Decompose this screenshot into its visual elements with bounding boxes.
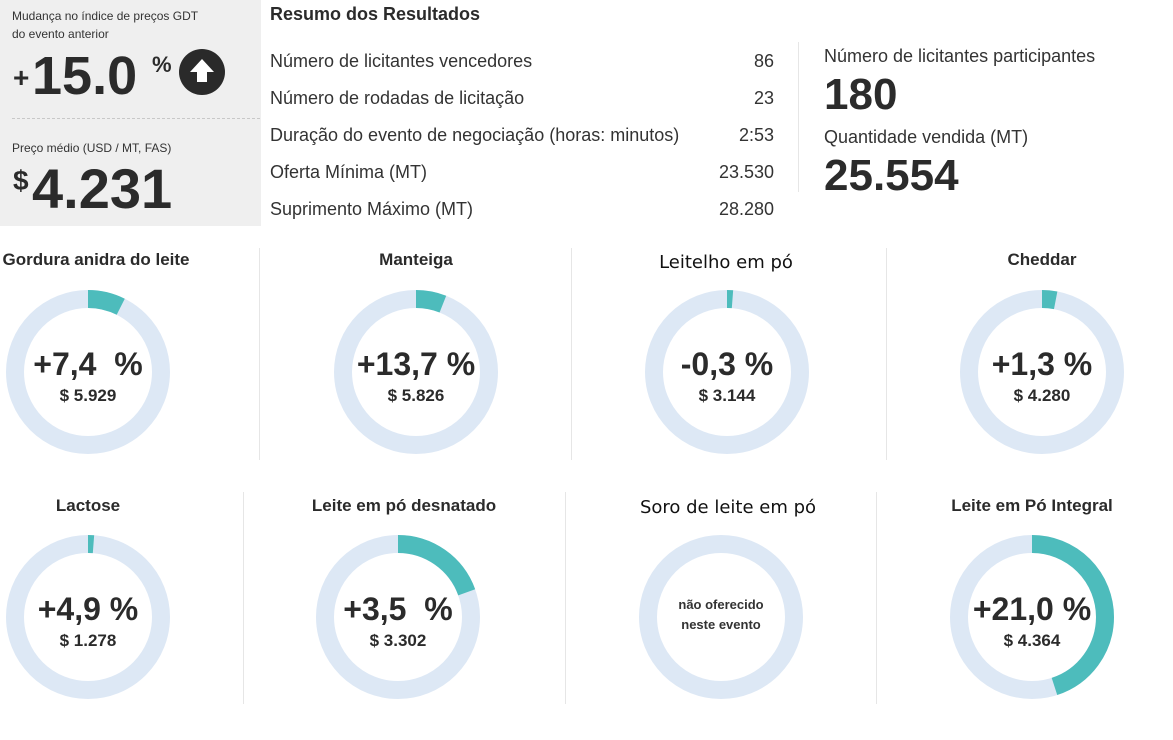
product-unavailable: não oferecido neste evento [678,597,764,632]
product-change: +3,5 % [343,591,453,627]
product-donut [6,535,170,699]
product-change: +7,4 % [33,346,143,382]
participants-label: Número de licitantes participantes [824,46,1096,66]
summary-row-label: Suprimento Máximo (MT) [270,199,474,219]
product-price: $ 5.929 [59,386,117,405]
summary-divider [798,42,799,192]
donut-arc [334,290,498,454]
quantity-value: 25.554 [824,151,959,200]
product-title: Leite em pó desnatado [311,496,497,515]
donut-arc [6,290,170,454]
summary-row-value: 23.530 [718,162,774,182]
summary-row-label: Duração do evento de negociação (horas: … [270,125,680,145]
product-title: Manteiga [379,250,453,269]
donut-arc [960,290,1124,454]
donut-arc [6,535,170,699]
product-title: Cheddar [1007,250,1077,269]
grid-divider [243,492,244,704]
donut-arc [645,290,809,454]
product-donut [960,290,1124,454]
grid-divider [886,248,887,460]
product-change: +13,7 % [356,346,476,382]
summary-row-label: Número de rodadas de licitação [270,88,525,108]
product-price: $ 1.278 [59,631,117,650]
product-title: Leite em Pó Integral [951,496,1113,515]
donut-track [639,535,803,699]
grid-divider [259,248,260,460]
product-title: Leitelho em pó [659,252,793,273]
summary-row-value: 2:53 [738,125,774,145]
product-change: -0,3 % [680,346,774,382]
index-change-sign: + [13,62,30,93]
avg-price-value: 4.231 [32,157,173,220]
product-title: Gordura anidra do leite [2,250,190,269]
summary-row-value: 23 [753,88,774,108]
summary-row-label: Número de licitantes vencedores [270,51,533,71]
donut-arc [316,535,480,699]
product-donut [639,535,803,699]
product-title: Soro de leite em pó [639,497,817,518]
product-change: +21,0 % [972,591,1092,627]
product-donut [334,290,498,454]
product-donut [316,535,480,699]
avg-price-label: Preço médio (USD / MT, FAS) [12,141,172,155]
product-donut [950,535,1114,699]
index-change-unit: % [152,52,172,77]
arrow-up-icon [179,49,225,95]
product-price: $ 3.144 [698,386,756,405]
summary-title: Resumo dos Resultados [270,4,481,24]
index-change-value: 15.0 [32,46,138,106]
product-price: $ 4.280 [1013,386,1071,405]
participants-value: 180 [824,70,898,119]
summary-row-value: 28.280 [718,199,774,219]
donut-arc [950,535,1114,699]
product-donut [6,290,170,454]
grid-divider [876,492,877,704]
product-title: Lactose [55,496,121,515]
avg-price-currency: $ [13,165,29,196]
header-divider [12,118,260,119]
product-donut [645,290,809,454]
index-summary-panel [0,0,261,226]
quantity-label: Quantidade vendida (MT) [824,127,1029,147]
product-price: $ 3.302 [369,631,427,650]
product-price: $ 5.826 [387,386,445,405]
grid-divider [571,248,572,460]
product-price: $ 4.364 [1003,631,1061,650]
index-change-label: Mudança no índice de preços GDT do event… [12,9,199,41]
grid-divider [565,492,566,704]
summary-row-value: 86 [753,51,774,71]
product-change: +1,3 % [991,346,1093,382]
summary-row-label: Oferta Mínima (MT) [270,162,428,182]
product-change: +4,9 % [37,591,139,627]
